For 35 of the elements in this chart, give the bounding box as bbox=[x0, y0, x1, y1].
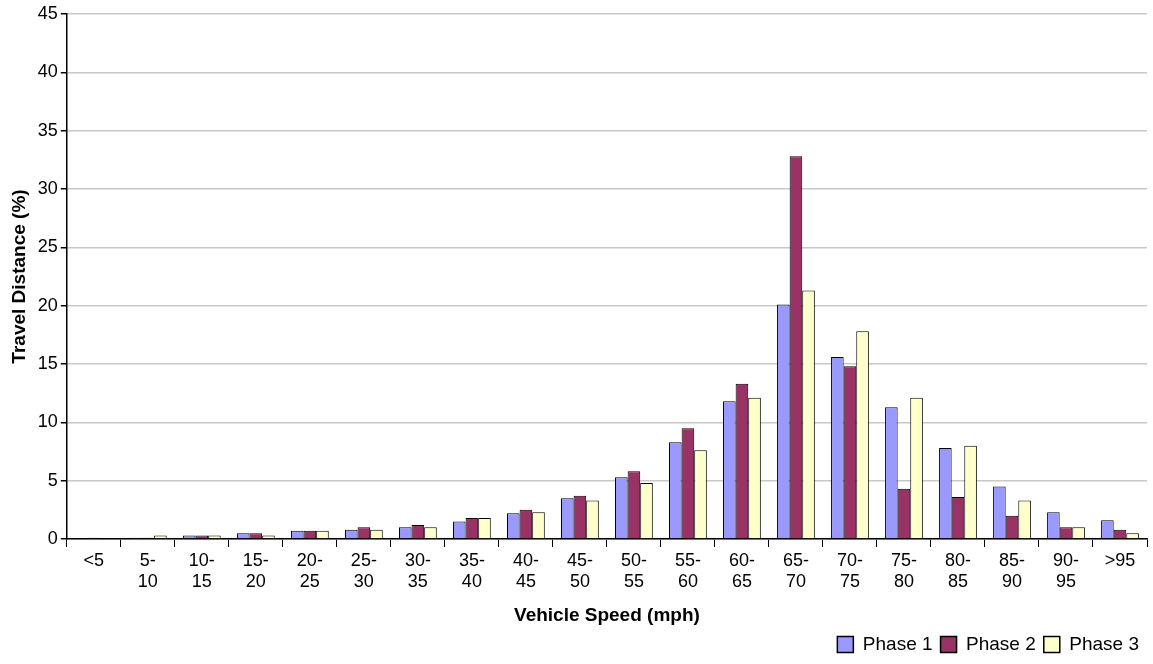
x-tick-label: 35-40 bbox=[458, 549, 485, 592]
x-axis-title: Vehicle Speed (mph) bbox=[514, 603, 700, 625]
y-tick-label: 5 bbox=[47, 469, 58, 490]
y-tick-label: 20 bbox=[37, 294, 58, 315]
x-tick-label: 25-30 bbox=[350, 549, 377, 592]
y-tick-label: 40 bbox=[37, 61, 58, 82]
x-tick-label: 75-80 bbox=[890, 549, 917, 592]
y-tick-label: 25 bbox=[37, 236, 58, 257]
x-tick-label: 80-85 bbox=[944, 549, 971, 592]
x-tick-label: 20-25 bbox=[296, 549, 323, 592]
x-tick-label: 60-65 bbox=[728, 549, 755, 592]
x-tick-label: 15-20 bbox=[242, 549, 269, 592]
y-tick-label: 45 bbox=[37, 2, 58, 23]
x-tick-label: 10-15 bbox=[188, 549, 215, 592]
legend-label: Phase 3 bbox=[1069, 632, 1140, 654]
y-tick-label: 10 bbox=[37, 411, 58, 432]
x-tick-label: 30-35 bbox=[404, 549, 431, 592]
y-axis-title: Travel Distance (%) bbox=[7, 189, 29, 364]
y-tick-label: 30 bbox=[37, 177, 58, 198]
x-tick-label: 5-10 bbox=[137, 549, 158, 592]
x-tick-label: 85-90 bbox=[998, 549, 1025, 592]
x-tick-label: 70-75 bbox=[836, 549, 863, 592]
x-tick-label: 90-95 bbox=[1052, 549, 1079, 592]
y-tick-label: 15 bbox=[37, 352, 58, 373]
x-tick-label: 55-60 bbox=[674, 549, 701, 592]
x-tick-label: 50-55 bbox=[620, 549, 647, 592]
y-tick-label: 0 bbox=[47, 527, 58, 548]
y-tick-label: 35 bbox=[37, 119, 58, 140]
x-tick-label: >95 bbox=[1104, 549, 1136, 570]
legend-label: Phase 1 bbox=[862, 632, 933, 654]
x-tick-label: 65-70 bbox=[782, 549, 809, 592]
x-tick-label: <5 bbox=[83, 549, 105, 570]
x-tick-label: 45-50 bbox=[566, 549, 593, 592]
legend-label: Phase 2 bbox=[966, 632, 1036, 654]
x-tick-label: 40-45 bbox=[512, 549, 539, 592]
